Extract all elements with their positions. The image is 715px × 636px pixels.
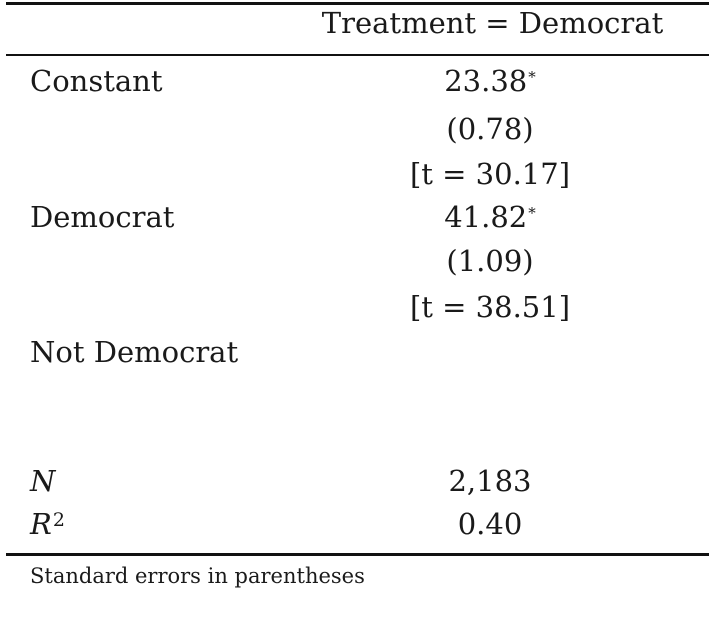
coef-democrat-value: 41.82 [444, 200, 528, 234]
row-label-not-democrat: Not Democrat [30, 335, 239, 369]
stat-value-n: 2,183 [448, 464, 532, 498]
tstat-democrat: [t = 38.51] [409, 290, 571, 324]
stat-label-r2: R2 [30, 507, 65, 541]
bottom-rule [6, 553, 709, 556]
column-header: Treatment = Democrat [321, 6, 664, 40]
tstat-constant: [t = 30.17] [409, 157, 571, 191]
significance-star: * [528, 204, 536, 222]
row-label-democrat: Democrat [30, 200, 175, 234]
header-rule [6, 54, 709, 56]
coef-constant-value: 23.38 [444, 64, 528, 98]
row-label-constant: Constant [30, 64, 163, 98]
se-constant: (0.78) [446, 112, 534, 146]
table-note: Standard errors in parentheses [30, 564, 365, 588]
stat-label-r2-superscript: 2 [52, 509, 65, 531]
significance-star: * [528, 68, 536, 86]
stat-label-n: N [30, 464, 56, 498]
coef-constant: 23.38* [300, 64, 680, 98]
coef-democrat: 41.82* [300, 200, 680, 234]
se-democrat: (1.09) [446, 244, 534, 278]
top-rule [6, 2, 709, 5]
stat-label-r2-base: R [30, 507, 52, 541]
stat-value-r2: 0.40 [457, 507, 523, 541]
